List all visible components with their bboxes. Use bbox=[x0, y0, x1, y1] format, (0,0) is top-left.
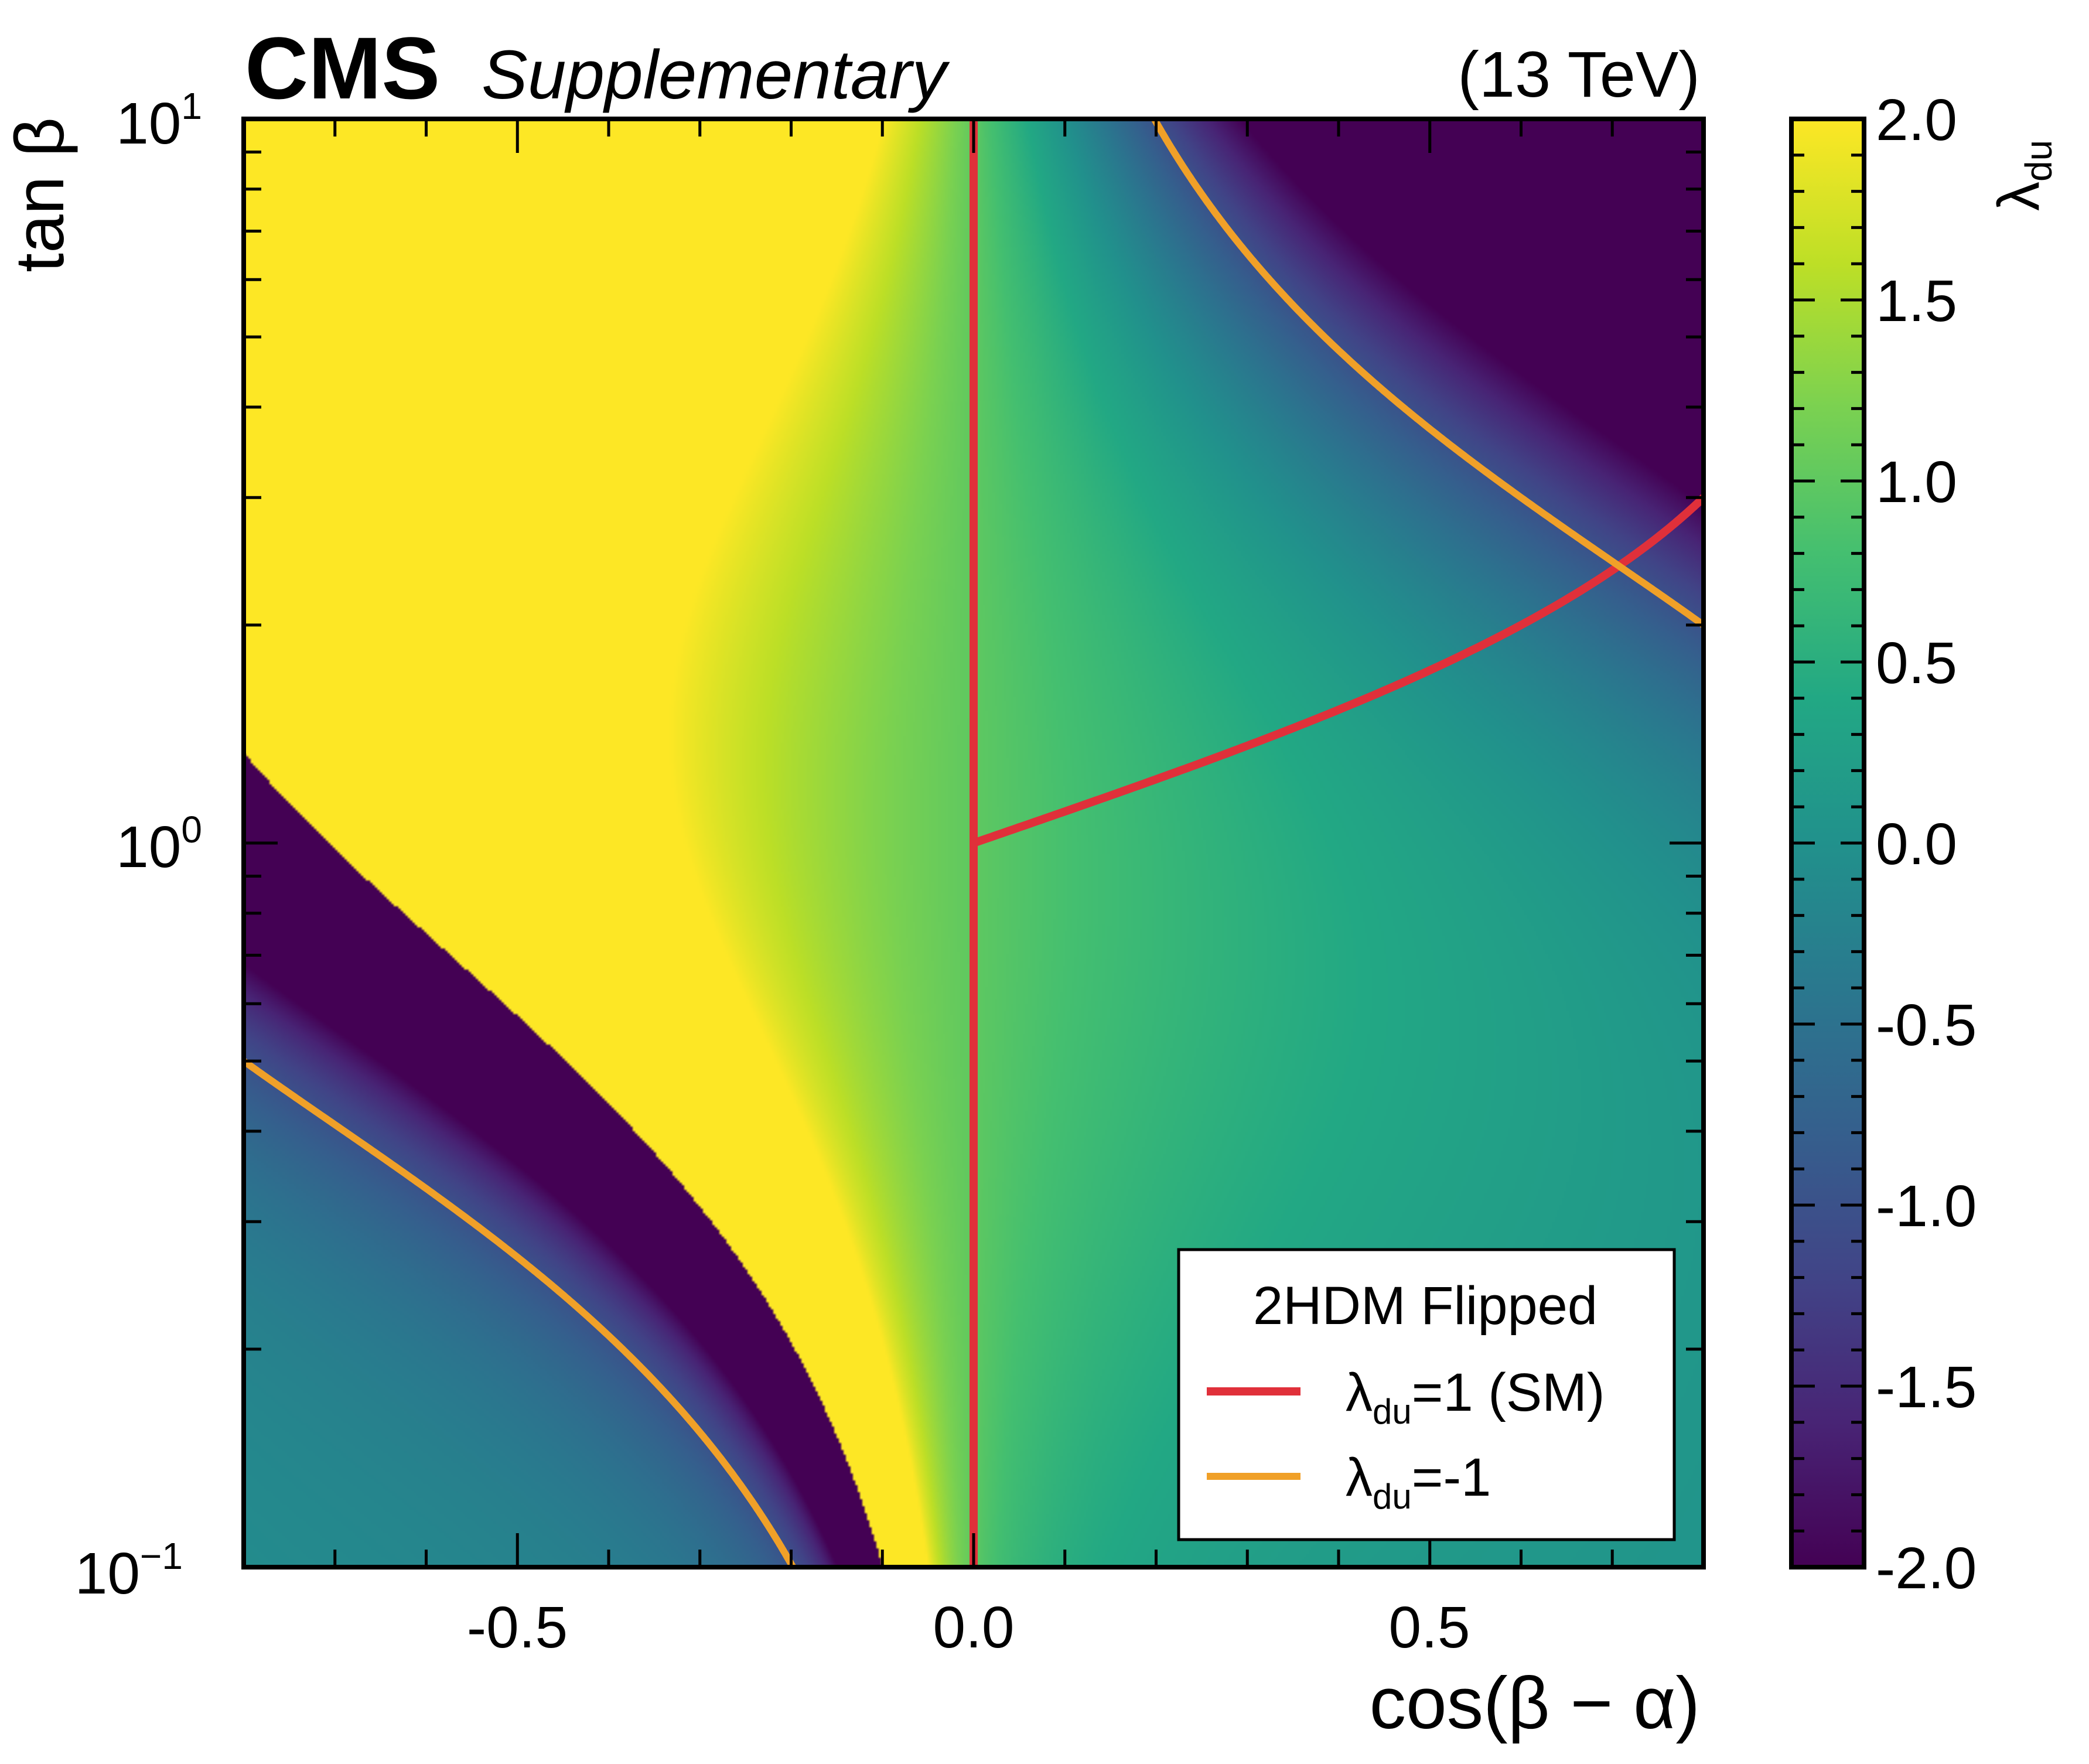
supplementary-label: Supplementary bbox=[482, 36, 950, 114]
legend-entry-minus-one: λdu=-1 bbox=[1346, 1448, 1491, 1516]
contours bbox=[244, 119, 1704, 1567]
colorbar-tick-label: 0.0 bbox=[1876, 811, 1957, 877]
colorbar-tick-label: -1.0 bbox=[1876, 1173, 1977, 1239]
contour-minus-one-line bbox=[1150, 119, 1704, 630]
x-tick-label: 0.5 bbox=[1388, 1595, 1470, 1660]
legend-entry-sm: λdu=1 (SM) bbox=[1346, 1363, 1605, 1431]
y-tick-label: 101 bbox=[116, 85, 202, 156]
colorbar-tick-labels: 2.0 1.5 1.0 0.5 0.0 -0.5 -1.0 -1.5 -2.0 bbox=[1876, 87, 1977, 1601]
colorbar: 2.0 1.5 1.0 0.5 0.0 -0.5 -1.0 -1.5 -2.0 λdu bbox=[1789, 87, 2060, 1601]
energy-label: (13 TeV) bbox=[1457, 39, 1700, 111]
legend: 2HDM Flipped λdu=1 (SM) λdu=-1 bbox=[1177, 1248, 1676, 1541]
colorbar-tick-label: -0.5 bbox=[1876, 992, 1977, 1058]
colorbar-tick-label: 1.0 bbox=[1876, 449, 1957, 515]
colorbar-tick-label: 0.5 bbox=[1876, 630, 1957, 696]
colorbar-tick-label: -2.0 bbox=[1876, 1536, 1977, 1601]
legend-title: 2HDM Flipped bbox=[1253, 1276, 1598, 1336]
x-axis-title: cos(β − α) bbox=[1370, 1663, 1700, 1744]
y-axis-title: tan β bbox=[1, 117, 78, 272]
colorbar-frame bbox=[1789, 117, 1866, 1569]
y-tick-label: 10−1 bbox=[75, 1535, 183, 1606]
x-tick-label: -0.5 bbox=[467, 1595, 568, 1660]
colorbar-title: λdu bbox=[1986, 140, 2060, 211]
cms-label: CMS bbox=[245, 19, 440, 117]
colorbar-tick-label: 1.5 bbox=[1876, 268, 1957, 334]
contour-sm-line bbox=[973, 492, 1704, 847]
colorbar-tick-label: 2.0 bbox=[1876, 87, 1957, 153]
x-tick-label: 0.0 bbox=[933, 1595, 1014, 1660]
y-tick-label: 100 bbox=[116, 808, 202, 880]
plot-frame bbox=[241, 117, 1706, 1569]
contour-minus-one-line bbox=[244, 1056, 797, 1567]
colorbar-tick-label: -1.5 bbox=[1876, 1354, 1977, 1420]
